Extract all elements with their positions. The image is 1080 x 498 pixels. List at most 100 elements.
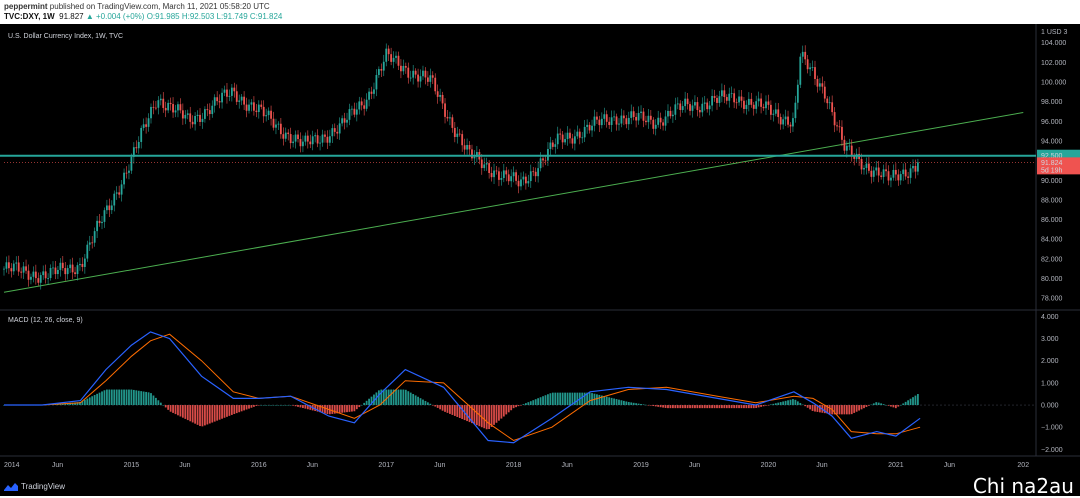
candle-body — [304, 135, 307, 142]
macd-histogram-bar — [691, 405, 694, 409]
macd-histogram-bar — [649, 405, 652, 406]
candle-body — [49, 268, 52, 278]
candle-body — [54, 267, 57, 275]
macd-histogram-bar — [419, 398, 422, 406]
candle-body — [512, 172, 515, 177]
macd-histogram-bar — [321, 405, 324, 413]
macd-histogram-bar — [130, 389, 133, 406]
candle-body — [353, 108, 356, 115]
candle-body — [57, 269, 59, 275]
author-name[interactable]: peppermint — [4, 2, 48, 11]
candle-body — [135, 147, 138, 149]
macd-histogram-bar — [196, 405, 199, 425]
macd-histogram-bar — [485, 405, 488, 430]
macd-histogram-bar — [277, 405, 280, 406]
tradingview-logo[interactable]: TradingView — [4, 482, 65, 491]
candle-body — [794, 102, 797, 119]
candle-body — [782, 119, 785, 125]
time-tick-label: Jun — [52, 462, 63, 469]
candle-body — [591, 125, 593, 131]
candle-body — [640, 111, 642, 113]
macd-histogram-bar — [218, 405, 221, 420]
symbol-line: TVC:DXY, 1W 91.827 ▲ +0.004 (+0%) O:91.9… — [4, 12, 282, 21]
macd-histogram-bar — [243, 405, 246, 411]
candle-body — [466, 144, 468, 150]
macd-histogram-bar — [537, 398, 540, 406]
macd-histogram-bar — [892, 405, 895, 408]
candle-body — [544, 160, 547, 162]
macd-histogram-bar — [586, 392, 589, 406]
candle-body — [96, 220, 99, 232]
candle-body — [809, 67, 811, 70]
chart-area[interactable]: 104.000 102.000 100.000 98.000 96.000 94.000 9… — [0, 24, 1080, 480]
candle-body — [155, 107, 157, 109]
time-tick-label: 2018 — [506, 462, 522, 469]
candle-body — [174, 110, 177, 113]
candle-body — [458, 133, 461, 135]
macd-histogram-bar — [686, 405, 689, 409]
candle-body — [395, 55, 397, 58]
macd-histogram-bar — [855, 405, 858, 412]
candle-body — [417, 74, 419, 82]
candle-body — [743, 100, 745, 109]
candle-body — [132, 147, 135, 157]
time-tick-label: 2021 — [888, 462, 904, 469]
macd-histogram-bar — [711, 405, 713, 409]
macd-histogram-bar — [456, 405, 459, 417]
candle-body — [351, 108, 353, 110]
macd-histogram-bar — [818, 405, 821, 413]
candle-body — [870, 170, 873, 177]
candle-body — [529, 171, 532, 182]
candle-body — [83, 258, 86, 267]
candle-body — [326, 136, 329, 143]
macd-histogram-bar — [412, 393, 415, 406]
macd-histogram-bar — [556, 392, 559, 406]
candle-body — [137, 141, 140, 149]
macd-histogram-bar — [233, 405, 236, 414]
candle-body — [184, 114, 187, 119]
macd-histogram-bar — [769, 404, 772, 406]
macd-histogram-bar — [618, 399, 620, 406]
candle-body — [355, 109, 358, 115]
macd-histogram-bar — [461, 405, 464, 420]
macd-histogram-bar — [725, 405, 728, 409]
candle-body — [566, 132, 569, 140]
candle-body — [311, 136, 314, 145]
candle-body — [738, 96, 740, 103]
macd-histogram-bar — [669, 405, 672, 409]
candle-body — [272, 118, 275, 128]
macd-histogram-bar — [260, 405, 263, 406]
macd-histogram-bar — [515, 405, 517, 408]
macd-histogram-bar — [282, 405, 285, 406]
macd-histogram-bar — [400, 389, 402, 406]
macd-histogram-bar — [128, 389, 130, 406]
macd-histogram-bar — [551, 392, 554, 406]
macd-histogram-bar — [230, 405, 233, 415]
macd-histogram-bar — [76, 402, 79, 406]
macd-histogram-bar — [490, 405, 493, 427]
macd-histogram-bar — [429, 403, 432, 406]
publish-info: published on TradingView.com, March 11, … — [49, 2, 270, 11]
macd-histogram-bar — [451, 405, 454, 415]
candle-body — [740, 96, 743, 101]
macd-histogram-bar — [152, 395, 155, 406]
candle-body — [622, 115, 625, 119]
candle-body — [681, 106, 684, 110]
macd-histogram-bar — [265, 405, 268, 406]
candle-body — [167, 102, 170, 111]
candle-body — [490, 173, 493, 178]
price-tick-label: 96.000 — [1041, 119, 1063, 126]
macd-tick-label: 0.000 — [1041, 403, 1059, 410]
candle-body — [667, 110, 669, 117]
macd-histogram-bar — [882, 404, 885, 406]
candle-body — [118, 192, 121, 195]
candle-body — [723, 90, 726, 98]
macd-histogram-bar — [184, 405, 187, 419]
macd-histogram-bar — [302, 405, 304, 409]
candle-body — [836, 125, 838, 127]
candle-body — [125, 172, 128, 174]
candle-body — [485, 163, 488, 165]
candle-body — [106, 205, 108, 211]
candle-body — [238, 100, 241, 102]
chart-svg[interactable]: 104.000 102.000 100.000 98.000 96.000 94.000 9… — [0, 24, 1080, 480]
